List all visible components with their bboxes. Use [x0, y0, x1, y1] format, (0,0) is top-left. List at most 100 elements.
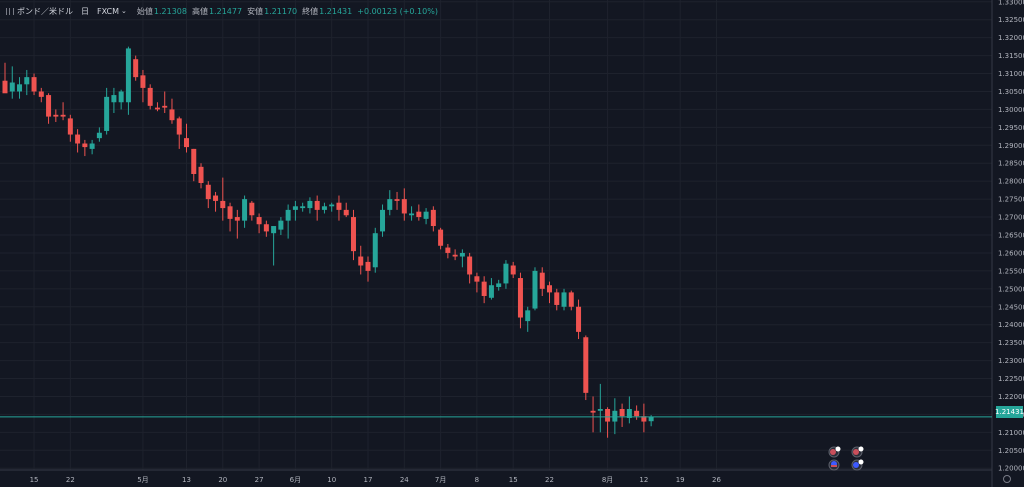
price-tick-label: 1.23000 — [998, 357, 1024, 365]
candle — [89, 139, 95, 155]
candle-body — [380, 209, 386, 232]
candle-body — [590, 410, 596, 413]
candle-body — [401, 199, 407, 214]
candle — [365, 256, 371, 282]
time-tick-label: 24 — [400, 476, 409, 484]
candle-body — [430, 209, 436, 227]
candle-body — [205, 184, 211, 200]
open-label: 始値 — [136, 6, 153, 16]
candle-body — [118, 91, 124, 103]
candle-body — [271, 226, 277, 234]
candle-body — [300, 206, 306, 209]
high-label: 高値 — [191, 6, 208, 16]
candle — [568, 290, 574, 311]
candle — [321, 202, 327, 214]
horizontal-gridlines — [0, 1, 992, 469]
candle — [409, 206, 415, 221]
candle — [46, 93, 52, 124]
time-tick-label: 15 — [509, 476, 518, 484]
time-axis: 15 22 5月 13 20 27 6月 10 17 24 7月 8 15 22 8月 12 19 26 — [30, 476, 722, 484]
candle — [263, 220, 269, 237]
candle — [561, 288, 567, 311]
price-tick-label: 1.32500 — [998, 16, 1024, 24]
drag-handle-icon[interactable] — [6, 7, 14, 15]
candle — [626, 396, 632, 424]
candle — [481, 276, 487, 304]
flag-event-icon — [828, 459, 840, 471]
open-value: 1.21308 — [153, 6, 187, 16]
last-price-label: 1.21431 — [995, 406, 1024, 418]
candle-body — [532, 270, 538, 309]
candle-body — [125, 48, 131, 103]
candle — [169, 98, 175, 124]
candle — [329, 202, 335, 212]
price-tick-label: 1.31000 — [998, 70, 1024, 78]
candle-body — [285, 209, 291, 221]
candle-body — [597, 409, 603, 411]
candle — [619, 403, 625, 427]
candle-body — [416, 211, 422, 218]
price-change: +0.00123 (+0.10%) — [357, 6, 438, 16]
candle-body — [517, 278, 523, 318]
candle-body — [2, 80, 8, 94]
candle-body — [314, 200, 320, 210]
candle — [583, 335, 589, 401]
candle — [191, 148, 197, 182]
candle-body — [38, 91, 44, 97]
candle-body — [147, 87, 153, 106]
candle-body — [220, 200, 226, 209]
interval-label[interactable]: 日 — [81, 6, 89, 16]
candle — [184, 123, 189, 153]
candle — [452, 249, 458, 261]
candles — [2, 46, 654, 438]
candle — [154, 102, 160, 112]
candle — [605, 407, 611, 438]
candle — [234, 209, 240, 239]
candle — [343, 202, 349, 218]
candle-body — [612, 410, 618, 422]
price-tick-label: 1.30500 — [998, 88, 1024, 96]
time-tick-label: 8 — [475, 476, 479, 484]
price-tick-label: 1.20500 — [998, 447, 1024, 455]
candle-body — [307, 200, 313, 209]
candle-body — [111, 95, 117, 103]
time-tick-label: 6月 — [290, 476, 301, 484]
candle-body — [365, 261, 371, 271]
price-tick-label: 1.23500 — [998, 339, 1024, 347]
time-tick-label: 5月 — [137, 476, 148, 484]
candle-body — [67, 118, 73, 135]
candle — [547, 281, 552, 304]
candle-body — [75, 134, 81, 144]
candle — [525, 306, 531, 332]
candle-body — [191, 148, 197, 175]
price-tick-label: 1.32000 — [998, 34, 1024, 42]
chevron-down-icon[interactable]: ⌄ — [121, 7, 127, 15]
candle-body — [213, 195, 219, 201]
candle — [488, 278, 494, 300]
candle-body — [24, 77, 30, 85]
symbol-name[interactable]: ポンド／米ドル — [17, 6, 73, 16]
candle — [430, 206, 436, 232]
candle-body — [169, 109, 175, 121]
candle — [445, 243, 451, 259]
candle-body — [409, 213, 415, 216]
candle-body — [336, 202, 342, 210]
candle — [75, 129, 81, 153]
candle-body — [292, 206, 298, 210]
candle-body — [503, 263, 509, 284]
candle-body — [242, 199, 248, 221]
price-tick-label: 1.27000 — [998, 214, 1024, 222]
candle — [2, 62, 8, 94]
candle — [147, 84, 153, 110]
candle — [82, 139, 88, 157]
candle — [394, 191, 400, 210]
candle — [474, 272, 480, 293]
settings-gear-icon[interactable] — [1003, 475, 1011, 483]
price-tick-label: 1.25500 — [998, 267, 1024, 275]
candle — [176, 116, 182, 149]
candle — [111, 87, 117, 114]
time-tick-label: 22 — [66, 476, 75, 484]
candle — [401, 188, 407, 221]
data-source[interactable]: FXCM — [97, 6, 119, 16]
